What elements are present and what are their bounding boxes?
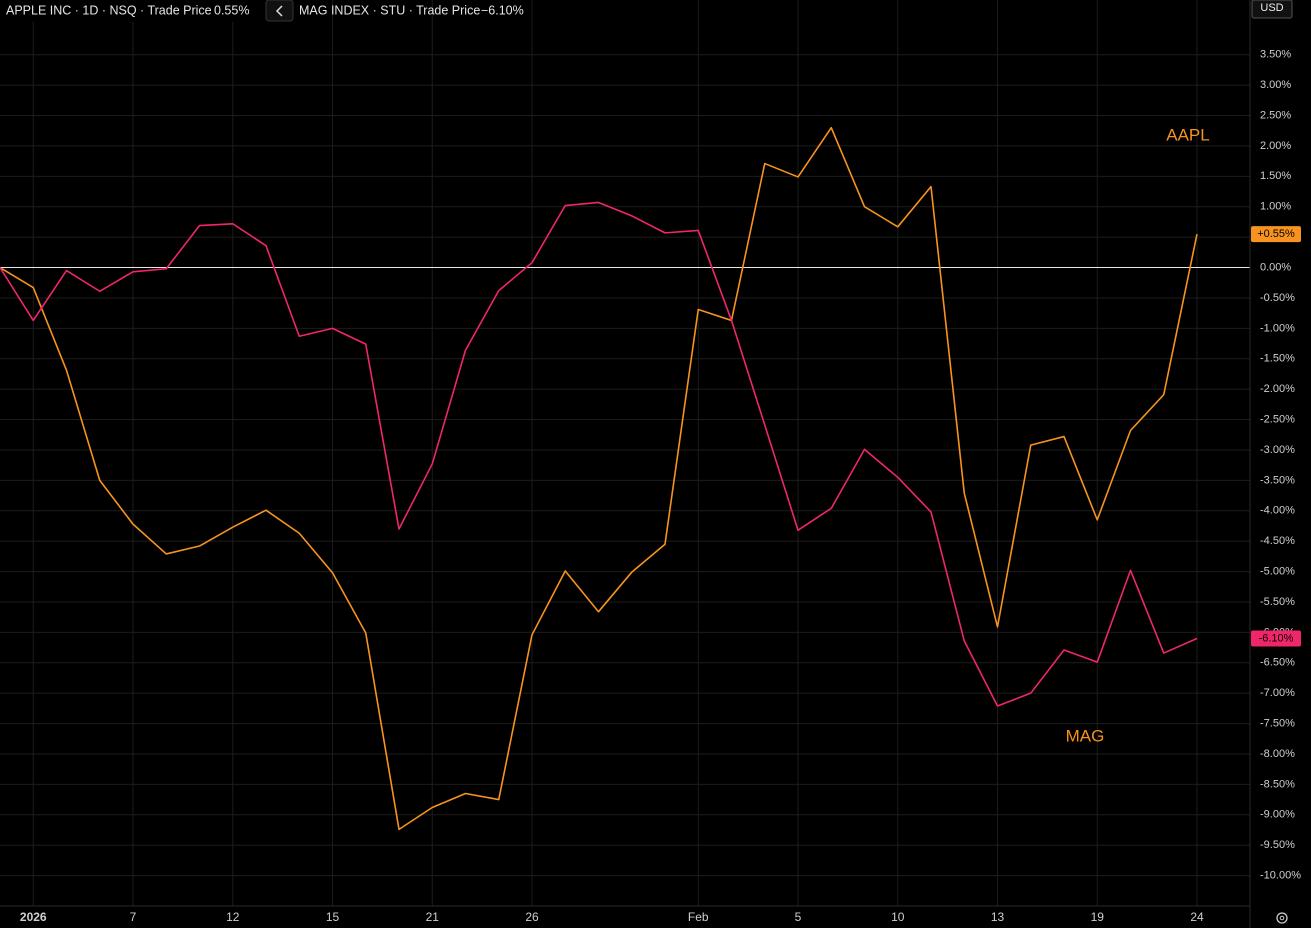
series-1-change: −6.10% <box>481 3 524 17</box>
last-value-label: +0.55% <box>1257 228 1295 240</box>
series-line <box>0 201 1198 707</box>
collapse-icon[interactable] <box>275 5 283 17</box>
last-value-tag <box>1251 226 1301 243</box>
x-tick-label: 24 <box>1190 910 1204 924</box>
plot-area: AAPL MAG <box>0 125 1250 831</box>
grid <box>0 0 1250 906</box>
y-tick-label: -4.00% <box>1260 505 1295 517</box>
y-tick-label: -5.00% <box>1260 565 1295 577</box>
x-tick-label: 26 <box>525 910 539 924</box>
y-tick-label: -4.50% <box>1260 535 1295 547</box>
settings-icon-center[interactable] <box>1279 915 1285 921</box>
x-tick-label: 2026 <box>20 910 47 924</box>
y-tick-label: -3.50% <box>1260 474 1295 486</box>
y-tick-label: -7.50% <box>1260 717 1295 729</box>
y-tick-label: 3.00% <box>1260 79 1291 91</box>
y-tick-label: 2.50% <box>1260 109 1291 121</box>
series-line <box>0 126 1198 831</box>
series-1-name: MAG INDEX · STU · Trade Price <box>299 3 480 17</box>
axes: 3.50%3.00%2.50%2.00%1.50%1.00%0.50%0.00%… <box>20 49 1301 925</box>
series-0-name: APPLE INC · 1D · NSQ · Trade Price <box>6 3 212 17</box>
x-tick-label: 15 <box>326 910 340 924</box>
last-value-label: -6.10% <box>1259 632 1294 644</box>
x-tick-label: 21 <box>426 910 440 924</box>
x-tick-label: 10 <box>891 910 905 924</box>
header-bg <box>0 0 262 22</box>
y-tick-label: -3.00% <box>1260 444 1295 456</box>
y-tick-label: 0.00% <box>1260 261 1291 273</box>
series-0-change: 0.55% <box>214 3 249 17</box>
last-value-tag <box>1251 630 1301 647</box>
y-tick-label: -1.50% <box>1260 353 1295 365</box>
y-tick-label: 1.00% <box>1260 201 1291 213</box>
annotation: AAPL <box>1166 125 1209 144</box>
y-tick-label: 3.50% <box>1260 49 1291 61</box>
y-tick-label: -5.50% <box>1260 596 1295 608</box>
x-tick-label: 13 <box>991 910 1005 924</box>
y-tick-label: 1.50% <box>1260 170 1291 182</box>
header: APPLE INC · 1D · NSQ · Trade Price 0.55%… <box>0 0 524 22</box>
currency-button[interactable] <box>1251 0 1293 19</box>
x-tick-label: Feb <box>688 910 709 924</box>
y-tick-label: -2.50% <box>1260 413 1295 425</box>
collapse-button[interactable] <box>265 0 294 22</box>
y-tick-label: -9.50% <box>1260 839 1295 851</box>
annotation: MAG <box>1066 726 1105 745</box>
x-tick-label: 19 <box>1091 910 1105 924</box>
x-tick-label: 7 <box>130 910 137 924</box>
y-tick-label: 2.00% <box>1260 140 1291 152</box>
y-tick-label: -10.00% <box>1260 870 1301 882</box>
y-tick-label: -8.00% <box>1260 748 1295 760</box>
settings-icon[interactable] <box>1276 912 1288 924</box>
y-tick-label: -6.50% <box>1260 657 1295 669</box>
y-tick-label: -9.00% <box>1260 809 1295 821</box>
y-tick-label: -2.00% <box>1260 383 1295 395</box>
y-tick-label: -8.50% <box>1260 778 1295 790</box>
x-tick-label: 5 <box>795 910 802 924</box>
y-tick-label: -7.00% <box>1260 687 1295 699</box>
currency-label[interactable]: USD <box>1260 2 1283 14</box>
x-tick-label: 12 <box>226 910 240 924</box>
y-tick-label: -1.00% <box>1260 322 1295 334</box>
y-tick-label: -0.50% <box>1260 292 1295 304</box>
